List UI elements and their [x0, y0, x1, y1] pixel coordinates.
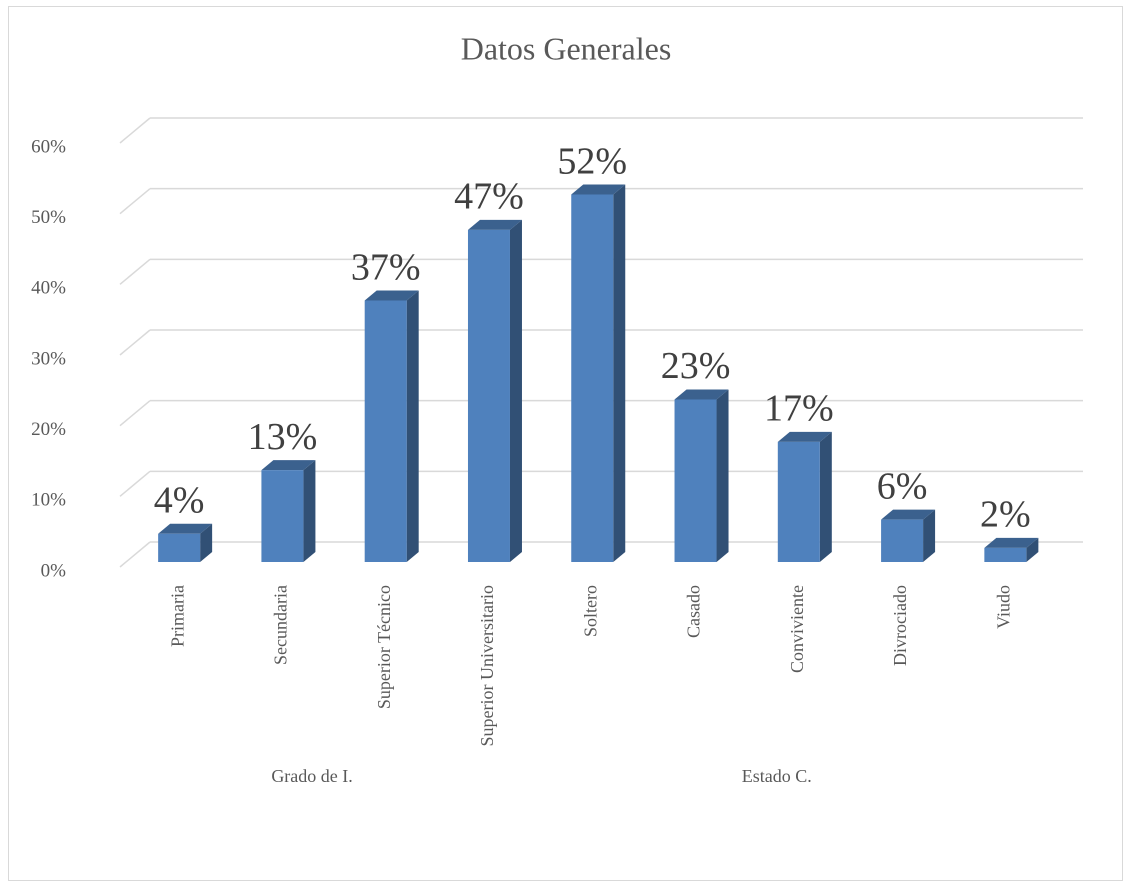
y-tick-label: 10%	[31, 490, 66, 511]
grid-line-side	[119, 329, 151, 356]
group-label: Grado de I.	[271, 766, 352, 786]
grid-line-side	[119, 188, 151, 215]
chart-title: Datos Generales	[461, 30, 672, 66]
y-tick-label: 40%	[31, 278, 66, 299]
y-tick-label: 30%	[31, 348, 66, 369]
grid-line-side	[119, 541, 151, 568]
grid-line-side	[119, 258, 151, 285]
bar-front	[158, 533, 201, 562]
bar-front	[364, 300, 407, 562]
bar-side	[406, 290, 419, 562]
bar-front	[467, 229, 510, 562]
bar-top	[158, 523, 213, 534]
bar-front	[984, 547, 1027, 562]
data-label: 52%	[557, 140, 627, 182]
data-label: 2%	[980, 494, 1031, 536]
bar	[777, 431, 832, 562]
bar-front	[674, 399, 717, 562]
grid-line-side	[119, 117, 151, 144]
bar-side	[716, 389, 729, 562]
x-tick-label: Viudo	[993, 585, 1013, 629]
bar-front	[261, 470, 304, 562]
data-label: 23%	[661, 345, 731, 387]
bar-side	[509, 219, 522, 562]
data-label: 37%	[351, 246, 421, 288]
x-tick-label: Soltero	[580, 585, 600, 637]
y-tick-label: 60%	[31, 136, 66, 157]
bar	[467, 219, 522, 562]
bar-front	[777, 441, 820, 562]
bar-top	[261, 460, 316, 471]
bar	[881, 509, 936, 562]
bar-top	[777, 431, 832, 442]
bar-side	[613, 184, 626, 563]
bar	[158, 523, 213, 562]
bar-top	[881, 509, 936, 520]
bar-top	[674, 389, 729, 400]
y-tick-label: 0%	[41, 560, 67, 581]
bar-side	[819, 431, 832, 562]
x-tick-label: Secundaria	[271, 585, 291, 665]
bar	[571, 184, 626, 563]
bar-side	[200, 523, 213, 562]
bar-side	[303, 460, 316, 562]
x-tick-label: Superior Universitario	[477, 585, 497, 746]
data-label: 17%	[764, 388, 834, 430]
y-tick-label: 50%	[31, 207, 66, 228]
grid-line-side	[119, 400, 151, 427]
data-label: 6%	[877, 465, 928, 507]
bar-top	[984, 537, 1039, 548]
bar-top	[467, 219, 522, 230]
x-tick-label: Superior Técnico	[374, 585, 394, 709]
bar	[674, 389, 729, 562]
bar-top	[364, 290, 419, 301]
x-tick-label: Divrociado	[890, 585, 910, 666]
x-tick-label: Primaria	[167, 585, 187, 647]
bar-top	[571, 184, 626, 195]
x-tick-label: Casado	[684, 585, 704, 638]
bar-front	[881, 519, 924, 562]
bar-front	[571, 194, 614, 563]
y-tick-label: 20%	[31, 419, 66, 440]
x-tick-label: Conviviente	[787, 585, 807, 673]
bar-side	[923, 509, 936, 562]
group-label: Estado C.	[742, 766, 812, 786]
bar-side	[1026, 537, 1039, 562]
bar	[364, 290, 419, 562]
bar	[984, 537, 1039, 562]
chart-border	[8, 6, 1123, 881]
data-label: 47%	[454, 176, 524, 218]
data-label: 4%	[154, 479, 205, 521]
data-label: 13%	[248, 416, 318, 458]
grid-line-side	[119, 470, 151, 497]
bar	[261, 460, 316, 562]
